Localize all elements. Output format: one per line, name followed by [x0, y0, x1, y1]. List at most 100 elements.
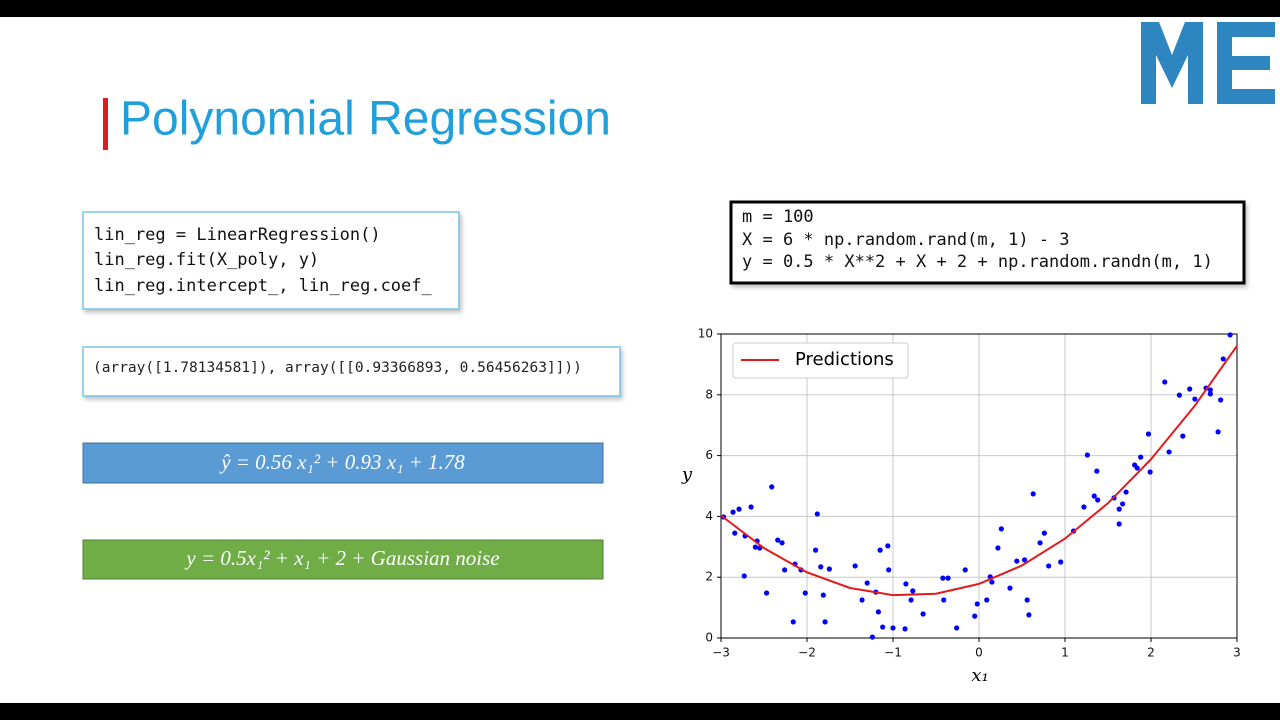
data-point	[769, 484, 775, 490]
code-line: lin_reg.fit(X_poly, y)	[94, 250, 319, 270]
data-point	[974, 601, 980, 607]
data-point	[1192, 396, 1198, 402]
data-point	[1134, 465, 1140, 471]
data-point	[886, 567, 892, 573]
data-point	[902, 626, 908, 632]
data-point	[736, 506, 742, 512]
data-point	[920, 611, 926, 617]
legend-label: Predictions	[795, 349, 894, 370]
data-point	[826, 566, 832, 572]
title-accent	[103, 98, 108, 150]
data-point	[748, 504, 754, 510]
data-point	[730, 509, 736, 515]
data-point	[940, 575, 946, 581]
x-tick-label: 0	[975, 646, 983, 660]
bottom-bar	[0, 703, 1280, 720]
data-point	[875, 609, 881, 615]
data-point	[1081, 504, 1087, 510]
data-point	[1030, 491, 1036, 497]
data-point	[1176, 392, 1182, 398]
data-point	[1094, 468, 1100, 474]
data-point	[1207, 391, 1213, 397]
data-point	[752, 544, 759, 550]
data-point	[741, 573, 747, 579]
data-point	[782, 567, 788, 573]
data-point	[1091, 493, 1097, 499]
code-line: y = 0.5 * X**2 + X + 2 + np.random.randn…	[742, 252, 1213, 272]
code-box	[82, 211, 460, 310]
data-point	[903, 581, 909, 587]
data-point	[1014, 558, 1020, 564]
data-point	[1037, 540, 1043, 546]
x-tick-label: 1	[1061, 646, 1069, 660]
fit-line	[720, 345, 1238, 597]
data-point	[869, 634, 875, 640]
data-point	[820, 592, 826, 598]
y-tick-label: 4	[705, 509, 713, 523]
x-tick-label: −1	[884, 646, 902, 660]
data-point	[995, 545, 1001, 551]
data-point	[814, 511, 820, 517]
data-point	[998, 526, 1004, 532]
data-point	[989, 579, 995, 585]
y-axis-label: y	[681, 464, 693, 485]
data-point	[1138, 454, 1144, 460]
data-point	[908, 597, 914, 603]
data-point	[1187, 386, 1193, 392]
data-point	[1041, 530, 1047, 536]
data-point	[1095, 497, 1101, 503]
data-point	[1007, 585, 1013, 591]
equation-box	[82, 539, 604, 580]
logo	[1141, 22, 1275, 104]
data-point	[1046, 563, 1052, 569]
data-point	[945, 575, 951, 581]
x-tick-label: −3	[712, 646, 730, 660]
data-point	[954, 625, 960, 631]
y-tick-label: 2	[705, 570, 713, 584]
data-point	[972, 613, 978, 619]
data-point	[1215, 429, 1221, 435]
data-point	[1220, 356, 1226, 362]
equation-box	[82, 442, 604, 484]
x-tick-label: 3	[1233, 646, 1241, 660]
data-point	[822, 619, 828, 625]
data-point	[1147, 469, 1153, 475]
data-point	[790, 619, 796, 625]
x-tick-label: −2	[798, 646, 816, 660]
chart: −3 −2 −1 0 1 2 3 0 2 4 6 8 10 Predictions	[698, 327, 1241, 660]
data-point	[1084, 452, 1090, 458]
data-point	[1166, 449, 1172, 455]
y-tick-label: 0	[705, 631, 713, 645]
data-point	[877, 547, 883, 553]
code-line: m = 100	[742, 207, 814, 227]
data-point	[1180, 433, 1186, 439]
data-point	[818, 564, 824, 570]
x-axis-label: x₁	[971, 665, 988, 686]
data-point	[1116, 506, 1122, 512]
data-point	[1058, 559, 1064, 565]
data-point	[1021, 557, 1028, 563]
data-point	[941, 597, 947, 603]
y-tick-label: 8	[705, 387, 713, 401]
data-point	[890, 625, 896, 631]
data-point	[813, 547, 819, 553]
top-bar	[0, 0, 1280, 17]
data-point	[1024, 597, 1030, 603]
x-tick-label: 2	[1147, 646, 1155, 660]
data-point	[1227, 332, 1233, 338]
equation: ŷ = 0.56 x₁² + 0.93 x₁ + 1.78	[219, 450, 465, 474]
code-line: X = 6 * np.random.rand(m, 1) - 3	[742, 230, 1070, 250]
data-point	[763, 590, 770, 596]
code-line: lin_reg.intercept_, lin_reg.coef_	[94, 276, 433, 296]
data-point	[885, 543, 891, 549]
data-point	[775, 537, 781, 543]
y-tick-label: 10	[698, 327, 713, 341]
output-box	[82, 346, 621, 397]
data-point	[779, 540, 785, 546]
code-line: lin_reg = LinearRegression()	[94, 225, 381, 245]
equation: y = 0.5x₁² + x₁ + 2 + Gaussian noise	[184, 546, 499, 570]
data-point	[802, 590, 808, 596]
data-point	[984, 597, 990, 603]
code-box	[729, 200, 1246, 285]
